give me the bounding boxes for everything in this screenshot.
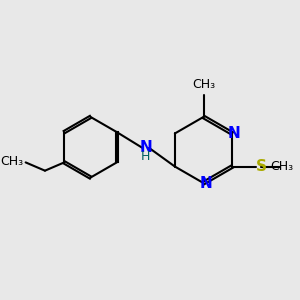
Text: N: N [140,140,152,155]
Text: N: N [200,176,212,190]
Text: N: N [228,126,241,141]
Text: H: H [141,150,151,163]
Text: S: S [256,159,267,174]
Text: CH₃: CH₃ [270,160,293,173]
Text: CH₃: CH₃ [192,78,215,91]
Text: CH₃: CH₃ [0,154,23,167]
